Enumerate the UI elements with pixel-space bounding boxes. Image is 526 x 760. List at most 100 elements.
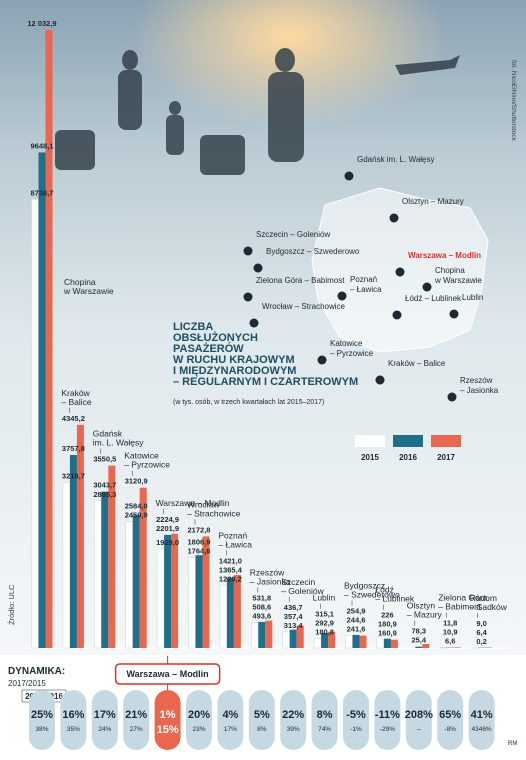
value-label: 2201,9 (156, 524, 179, 533)
bar (139, 487, 147, 648)
bar (415, 646, 423, 648)
value-label: 226 (381, 611, 394, 620)
value-label: 25,4 (411, 636, 426, 645)
dynamics-big: 5% (254, 709, 270, 721)
category-label: Kraków (61, 388, 90, 398)
map-airport (392, 310, 402, 320)
value-label: 2584,0 (125, 502, 148, 511)
bar (164, 534, 172, 648)
category-label: Rzeszów (250, 568, 285, 578)
legend-label: 2016 (399, 453, 417, 462)
bar (328, 631, 336, 648)
dynamics-big: -5% (346, 709, 366, 721)
value-label: 1421,0 (219, 556, 242, 565)
map-label: Zielona Góra – Babimost (256, 276, 345, 285)
value-label: 10,9 (443, 628, 458, 637)
map-airport (389, 213, 399, 223)
dynamics-pill (343, 690, 369, 750)
dynamics-big: 41% (471, 709, 493, 721)
map-airport (243, 246, 253, 256)
category-label: – Jasionka (250, 577, 291, 587)
dynamics-big: 17% (94, 709, 116, 721)
value-label: 9,0 (476, 619, 486, 628)
category-label: – Goleniów (281, 586, 324, 596)
map-label: Lublin (462, 293, 483, 302)
category-label: – Mazury (407, 610, 443, 620)
bar (296, 625, 304, 648)
category-label: – Sadków (470, 602, 508, 612)
map-label: Szczecin – Goleniów (256, 230, 330, 239)
bar (156, 548, 165, 649)
legend-swatch (431, 435, 461, 447)
dynamics-big: 20% (188, 709, 210, 721)
dynamics-pill (217, 690, 244, 750)
value-label: 180,8 (315, 628, 334, 637)
bar (289, 629, 297, 648)
dynamics-title: DYNAMIKA: (8, 666, 65, 677)
dynamics-pill (154, 690, 181, 750)
map-airport (449, 309, 459, 319)
map-label: Olsztyn – Mazury (402, 197, 464, 206)
value-label: 493,6 (252, 612, 271, 621)
value-label: 6,6 (445, 637, 455, 646)
value-label: 2459,9 (125, 511, 148, 520)
category-label: Wrocław (187, 499, 220, 509)
dynamics-small: 17% (224, 726, 237, 733)
category-label: – Szwederowo (344, 590, 400, 600)
category-label: Łódź (375, 585, 393, 595)
bar (188, 557, 196, 649)
value-label: 3757,8 (62, 444, 85, 453)
bar (69, 455, 77, 648)
value-label: 2865,3 (93, 490, 116, 499)
bar (376, 636, 385, 649)
bar (321, 632, 329, 648)
value-label: 9648,1 (31, 141, 54, 150)
bar (390, 639, 398, 648)
map-label: Chopina (435, 266, 465, 275)
value-label: 2172,8 (188, 525, 211, 534)
category-label: Gdańsk (93, 429, 123, 439)
value-label: 78,3 (411, 627, 426, 636)
dynamics-big: 25% (31, 709, 53, 721)
bar (62, 482, 71, 649)
map-label: Warszawa – Modlin (408, 251, 481, 260)
map-airport (447, 392, 457, 402)
legend-swatch (393, 435, 423, 447)
map-airport (243, 292, 253, 302)
dynamics-small: 38% (35, 726, 48, 733)
bar (108, 465, 116, 648)
dynamics-pill (123, 690, 150, 750)
dynamics-big: 16% (62, 709, 84, 721)
dynamics-small: 35% (67, 726, 80, 733)
bar (359, 635, 367, 648)
value-label: 315,1 (315, 610, 334, 619)
bar (45, 30, 53, 648)
category-label: – Balice (61, 397, 92, 407)
map-label: Wrocław – Strachowice (262, 302, 346, 311)
category-label: – Lublinek (375, 594, 415, 604)
map-label: Katowice (330, 339, 363, 348)
category-label: Zielona Góra (438, 593, 487, 603)
bar (195, 555, 203, 648)
value-label: 1929,0 (156, 538, 179, 547)
photo-credit: fot. NicoElNino/Shutterstock (510, 60, 517, 142)
dynamics-pill (248, 690, 275, 750)
value-label: 2224,9 (156, 515, 179, 524)
value-label: 180,9 (378, 620, 397, 629)
title-line: LICZBA (173, 321, 213, 333)
dynamics-pill (468, 690, 495, 750)
value-label: 3120,9 (125, 477, 148, 486)
bar (258, 621, 266, 648)
category-label: Poznań (218, 530, 247, 540)
legend-label: 2015 (361, 453, 379, 462)
map-airport (253, 263, 263, 273)
map-label: – Pyrzowice (330, 349, 374, 358)
map-label: Łódź – Lublinek (405, 294, 462, 303)
dynamics-label: 2017/2015 (8, 679, 46, 688)
dynamics-small: 23% (192, 726, 205, 733)
dynamics-small: -29% (380, 726, 395, 733)
dynamics-pill (405, 690, 432, 750)
dynamics-pill (60, 690, 87, 750)
category-label: Bydgoszcz (344, 581, 385, 591)
